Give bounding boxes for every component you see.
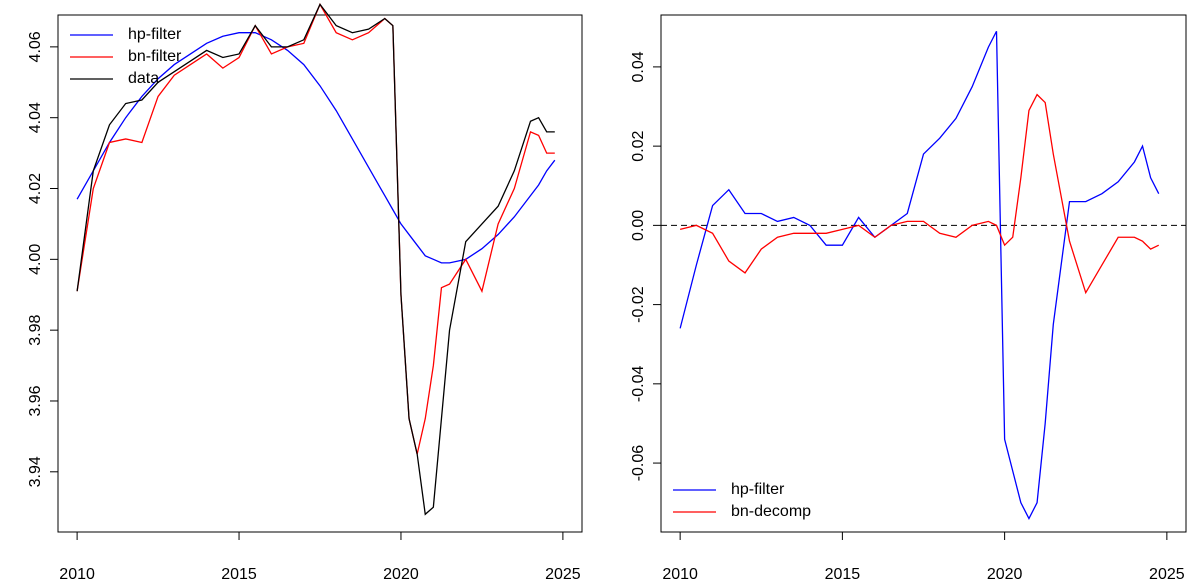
y-tick-label: 4.00 — [27, 244, 44, 275]
y-tick-label: 0.04 — [630, 51, 647, 82]
x-tick-label: 2015 — [221, 566, 257, 583]
plot-box — [57, 14, 583, 533]
x-tick-label: 2010 — [59, 566, 95, 583]
x-tick-label: 2015 — [825, 566, 861, 583]
x-tick-label: 2025 — [545, 566, 581, 583]
y-tick-label: 0.02 — [630, 130, 647, 161]
y-tick-label: -0.06 — [630, 445, 647, 482]
y-tick-label: 3.96 — [27, 385, 44, 416]
series-line — [76, 3, 555, 516]
series-line — [679, 30, 1160, 520]
x-tick-label: 2025 — [1149, 566, 1185, 583]
x-tick-label: 2010 — [662, 566, 698, 583]
series-line — [679, 93, 1160, 295]
y-tick-label: 4.06 — [27, 31, 44, 62]
series-line — [76, 32, 556, 264]
series-line — [76, 2, 555, 455]
legend-label: hp-filter — [128, 26, 182, 43]
y-tick-label: 4.02 — [27, 173, 44, 204]
y-tick-label: -0.04 — [630, 365, 647, 402]
legend-label: hp-filter — [731, 481, 785, 498]
legend-label: bn-filter — [128, 48, 182, 65]
y-tick-label: 3.94 — [27, 456, 44, 487]
y-tick-label: 3.98 — [27, 314, 44, 345]
legend-label: data — [128, 70, 159, 87]
y-tick-label: 0.00 — [630, 210, 647, 241]
y-tick-label: 4.04 — [27, 102, 44, 133]
legend-label: bn-decomp — [731, 503, 811, 520]
x-tick-label: 2020 — [987, 566, 1023, 583]
x-tick-label: 2020 — [383, 566, 419, 583]
y-tick-label: -0.02 — [630, 286, 647, 323]
plot-box — [660, 14, 1187, 533]
